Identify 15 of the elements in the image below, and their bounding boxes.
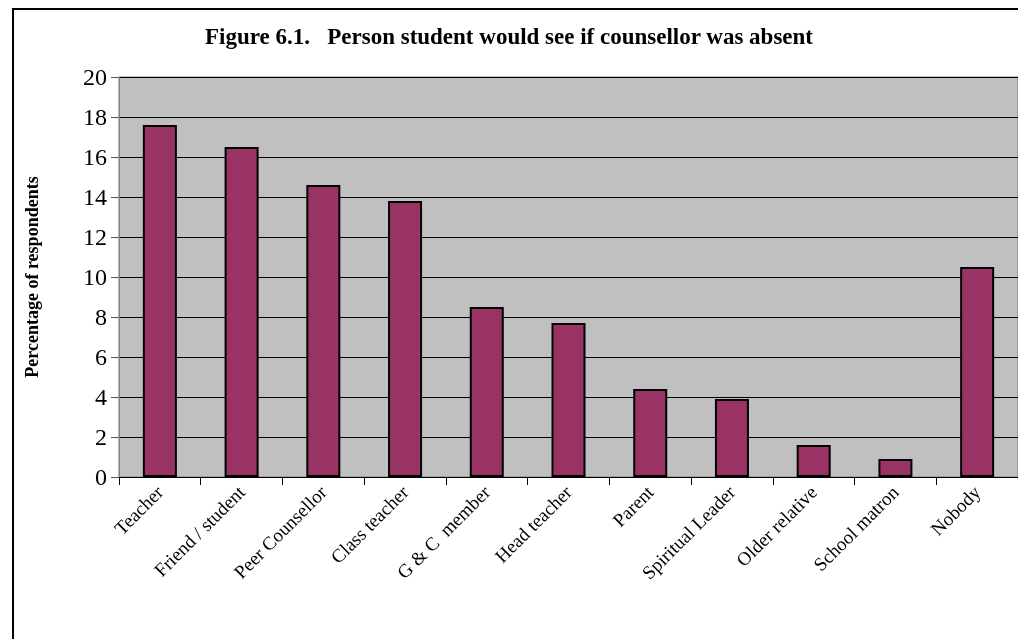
bar xyxy=(878,459,913,477)
y-tick-label: 4 xyxy=(95,384,107,410)
y-tick-label: 0 xyxy=(95,464,107,490)
chart-title: Figure 6.1. Person student would see if counsellor was absent xyxy=(204,24,814,49)
y-tick-label: 8 xyxy=(95,304,107,330)
y-tick-label: 2 xyxy=(95,424,107,450)
y-axis-title: Percentage of respondents xyxy=(22,176,42,378)
y-tick-label: 18 xyxy=(83,104,107,130)
bar xyxy=(796,445,831,477)
y-tick-label: 12 xyxy=(83,224,107,250)
y-tick-label: 20 xyxy=(83,64,107,90)
y-tick-label: 16 xyxy=(83,144,107,170)
y-tick-label: 14 xyxy=(83,184,107,210)
y-tick-label: 10 xyxy=(83,264,107,290)
y-tick-label: 6 xyxy=(95,344,107,370)
